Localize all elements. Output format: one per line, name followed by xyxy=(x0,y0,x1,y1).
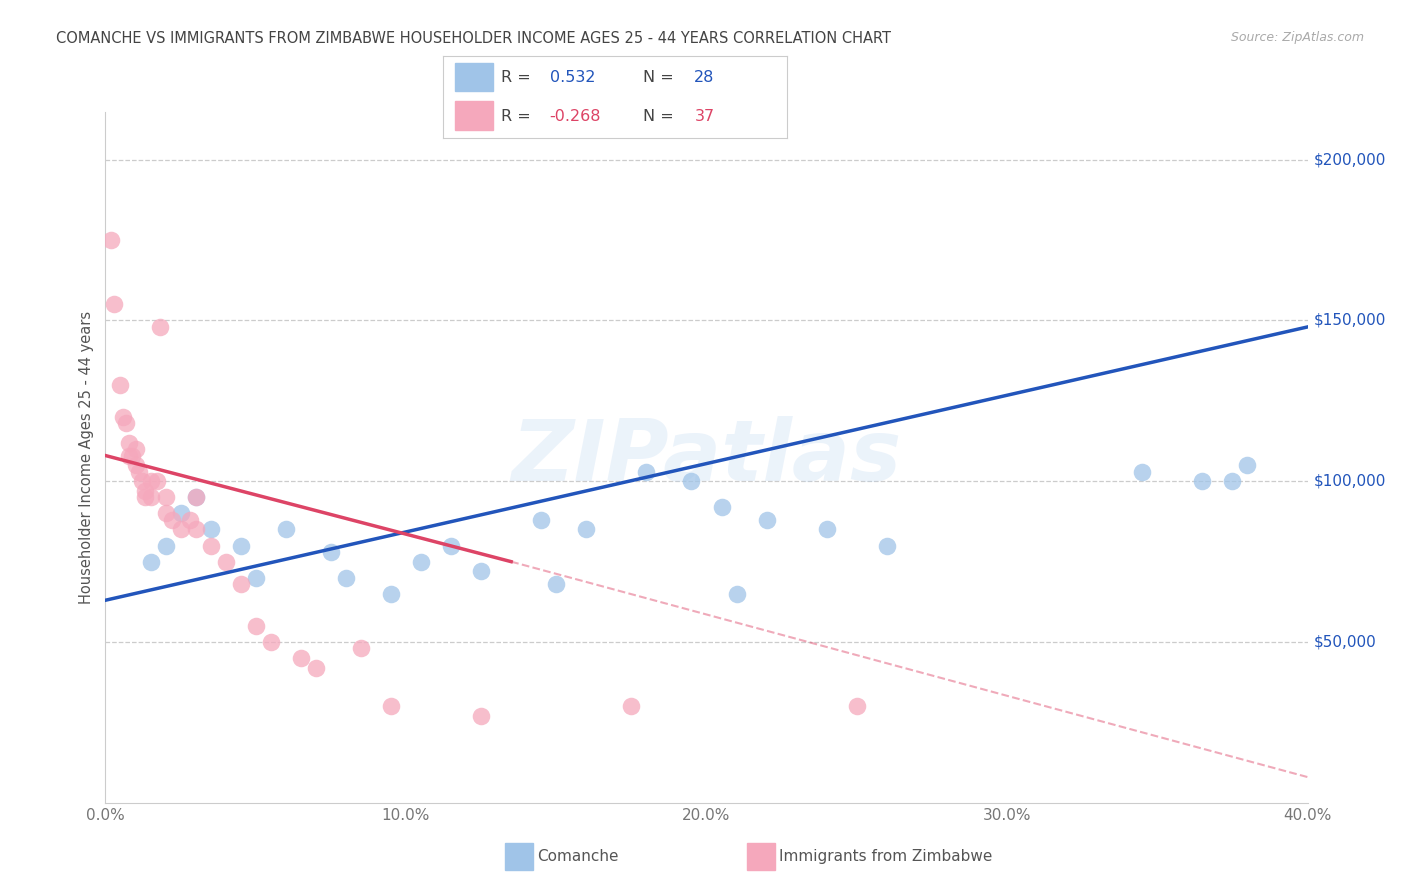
Text: R =: R = xyxy=(502,109,536,124)
Point xyxy=(725,587,748,601)
Point xyxy=(134,483,156,498)
Text: $100,000: $100,000 xyxy=(1313,474,1386,489)
Point xyxy=(546,577,568,591)
Point xyxy=(200,539,222,553)
Text: N =: N = xyxy=(643,70,679,85)
Text: $50,000: $50,000 xyxy=(1313,634,1376,649)
Point xyxy=(131,475,153,489)
Text: Comanche: Comanche xyxy=(537,849,619,863)
Text: Source: ZipAtlas.com: Source: ZipAtlas.com xyxy=(1230,31,1364,45)
Point xyxy=(200,523,222,537)
Point xyxy=(229,539,252,553)
Point xyxy=(470,564,492,578)
Point xyxy=(620,699,643,714)
Text: R =: R = xyxy=(502,70,536,85)
Point xyxy=(155,539,177,553)
Point xyxy=(103,297,125,311)
Point xyxy=(179,513,201,527)
Point xyxy=(118,449,141,463)
Point xyxy=(118,435,141,450)
Point xyxy=(245,619,267,633)
Point xyxy=(155,507,177,521)
Point xyxy=(229,577,252,591)
Point xyxy=(305,661,328,675)
Point xyxy=(121,449,143,463)
Point xyxy=(184,523,207,537)
Text: $200,000: $200,000 xyxy=(1313,153,1386,167)
Point xyxy=(274,523,297,537)
Text: 37: 37 xyxy=(695,109,714,124)
Point xyxy=(319,545,342,559)
Point xyxy=(710,500,733,514)
Point xyxy=(440,539,463,553)
Point xyxy=(145,475,167,489)
Bar xyxy=(456,62,494,92)
Text: Immigrants from Zimbabwe: Immigrants from Zimbabwe xyxy=(779,849,993,863)
Point xyxy=(134,491,156,505)
Point xyxy=(169,523,191,537)
Point xyxy=(139,475,162,489)
Point xyxy=(112,409,135,424)
Text: 28: 28 xyxy=(695,70,714,85)
Point xyxy=(409,555,432,569)
Point xyxy=(575,523,598,537)
Point xyxy=(876,539,898,553)
Point xyxy=(1130,465,1153,479)
Point xyxy=(335,571,357,585)
Point xyxy=(160,513,183,527)
Text: 0.532: 0.532 xyxy=(550,70,595,85)
Text: $150,000: $150,000 xyxy=(1313,313,1386,328)
Bar xyxy=(456,102,494,130)
Point xyxy=(214,555,236,569)
Point xyxy=(1222,475,1244,489)
Point xyxy=(155,491,177,505)
Point xyxy=(169,507,191,521)
Y-axis label: Householder Income Ages 25 - 44 years: Householder Income Ages 25 - 44 years xyxy=(79,310,94,604)
Point xyxy=(290,651,312,665)
Point xyxy=(184,491,207,505)
Point xyxy=(148,320,170,334)
Point xyxy=(380,587,402,601)
Point xyxy=(110,377,132,392)
Point xyxy=(380,699,402,714)
Point xyxy=(1236,458,1258,473)
Point xyxy=(184,491,207,505)
Point xyxy=(100,233,122,247)
Point xyxy=(470,709,492,723)
Point xyxy=(115,417,138,431)
Point xyxy=(636,465,658,479)
Point xyxy=(124,458,146,473)
Point xyxy=(139,555,162,569)
Point xyxy=(681,475,703,489)
Point xyxy=(845,699,868,714)
Point xyxy=(530,513,553,527)
Point xyxy=(1191,475,1213,489)
Text: COMANCHE VS IMMIGRANTS FROM ZIMBABWE HOUSEHOLDER INCOME AGES 25 - 44 YEARS CORRE: COMANCHE VS IMMIGRANTS FROM ZIMBABWE HOU… xyxy=(56,31,891,46)
Point xyxy=(350,641,373,656)
Point xyxy=(815,523,838,537)
Text: ZIPatlas: ZIPatlas xyxy=(512,416,901,499)
Point xyxy=(128,465,150,479)
Point xyxy=(139,491,162,505)
Point xyxy=(245,571,267,585)
Point xyxy=(124,442,146,456)
Point xyxy=(755,513,778,527)
Point xyxy=(260,635,283,649)
Text: N =: N = xyxy=(643,109,679,124)
Text: -0.268: -0.268 xyxy=(550,109,602,124)
